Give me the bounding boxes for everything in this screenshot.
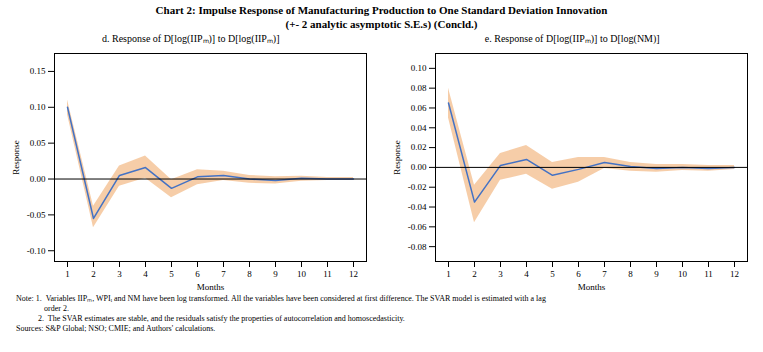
svg-text:12: 12: [730, 269, 739, 279]
svg-text:1: 1: [447, 269, 452, 279]
svg-text:10: 10: [297, 269, 307, 279]
svg-text:0.05: 0.05: [30, 138, 46, 148]
svg-text:4: 4: [143, 269, 148, 279]
svg-text:3: 3: [499, 269, 504, 279]
svg-text:Months: Months: [578, 282, 606, 292]
svg-text:5: 5: [169, 269, 174, 279]
svg-text:1: 1: [65, 269, 70, 279]
html-text:Chart 2: Impulse Response of M: Chart 2: Impulse Response of Manufacturi…: [155, 4, 608, 16]
svg-text:9: 9: [655, 269, 660, 279]
html-text:d. Response of D[log(IIPₘ)] to: d. Response of D[log(IIPₘ)] to D[log(IIP…: [102, 33, 280, 44]
svg-text:Response: Response: [11, 140, 21, 175]
svg-text:-0.06: -0.06: [408, 222, 427, 232]
svg-text:-0.08: -0.08: [408, 242, 427, 252]
html-text:(+- 2 analytic asymptotic S.E.: (+- 2 analytic asymptotic S.E.s) (Concld…: [285, 18, 478, 30]
svg-text:0.10: 0.10: [411, 63, 427, 73]
svg-text:4: 4: [525, 269, 530, 279]
html-text:Note: 1. Variables IIPₘ, WPIᵢ: Note: 1. Variables IIPₘ, WPIᵢ and NM hav…: [16, 294, 546, 323]
svg-text:5: 5: [551, 269, 556, 279]
svg-text:0.00: 0.00: [411, 162, 427, 172]
svg-text:6: 6: [577, 269, 582, 279]
svg-text:0.02: 0.02: [411, 142, 427, 152]
svg-text:3: 3: [117, 269, 122, 279]
svg-text:11: 11: [704, 269, 713, 279]
svg-text:2: 2: [473, 269, 478, 279]
svg-text:0.06: 0.06: [411, 103, 427, 113]
svg-text:0.04: 0.04: [411, 123, 427, 133]
svg-text:11: 11: [323, 269, 332, 279]
svg-text:-0.05: -0.05: [27, 210, 46, 220]
svg-text:0.00: 0.00: [30, 174, 46, 184]
svg-text:6: 6: [195, 269, 200, 279]
html-text:Sources: S&P Global; NSO; CMIE: Sources: S&P Global; NSO; CMIE; and Auth…: [16, 324, 216, 333]
svg-text:0.15: 0.15: [30, 66, 46, 76]
svg-text:8: 8: [629, 269, 634, 279]
svg-text:12: 12: [349, 269, 358, 279]
svg-text:Months: Months: [196, 282, 224, 292]
svg-text:-0.04: -0.04: [408, 202, 427, 212]
svg-text:7: 7: [221, 269, 226, 279]
html-text:e. Response of D[log(IIPₘ)] to: e. Response of D[log(IIPₘ)] to D[log(NM)…: [484, 33, 660, 44]
svg-text:0.10: 0.10: [30, 102, 46, 112]
svg-text:7: 7: [603, 269, 608, 279]
svg-text:Response: Response: [392, 140, 402, 175]
svg-text:10: 10: [678, 269, 688, 279]
svg-text:2: 2: [91, 269, 96, 279]
svg-text:0.08: 0.08: [411, 83, 427, 93]
svg-text:-0.02: -0.02: [408, 182, 427, 192]
svg-text:-0.10: -0.10: [27, 246, 46, 256]
svg-text:9: 9: [273, 269, 278, 279]
svg-text:8: 8: [247, 269, 252, 279]
